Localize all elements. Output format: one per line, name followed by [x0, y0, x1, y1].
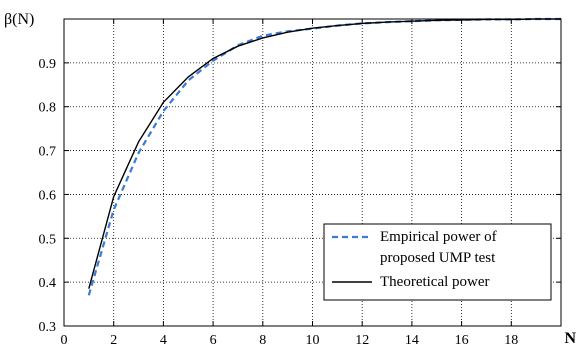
axis-ticks: 0 2 4 6 8 10 12 14 16 18 0.3 0.4 0.5 0.6 0.7 0.8 0.9 — [39, 19, 561, 348]
y-tick-label: 0.5 — [39, 232, 57, 247]
y-tick-label: 0.7 — [39, 145, 57, 160]
legend-label: proposed UMP test — [380, 250, 496, 266]
x-tick-label: 14 — [405, 333, 419, 348]
legend: Empirical power of proposed UMP test Theor… — [323, 223, 552, 301]
x-tick-label: 18 — [504, 333, 518, 348]
y-tick-label: 0.8 — [39, 101, 57, 116]
x-tick-label: 16 — [455, 333, 469, 348]
x-tick-label: 8 — [259, 333, 266, 348]
legend-label: Theoretical power — [380, 274, 490, 290]
x-tick-label: 4 — [160, 333, 167, 348]
x-tick-label: 6 — [210, 333, 217, 348]
x-axis-label: N — [564, 330, 576, 347]
y-tick-label: 0.6 — [39, 188, 57, 203]
x-tick-label: 0 — [61, 333, 68, 348]
y-tick-label: 0.3 — [39, 320, 57, 335]
y-tick-label: 0.4 — [39, 276, 57, 291]
x-tick-label: 2 — [110, 333, 117, 348]
x-tick-label: 12 — [355, 333, 369, 348]
legend-box — [323, 223, 552, 301]
x-tick-label: 10 — [306, 333, 320, 348]
y-axis-label: β(N) — [4, 11, 34, 28]
y-tick-label: 0.9 — [39, 57, 57, 72]
legend-label: Empirical power of — [380, 229, 497, 245]
